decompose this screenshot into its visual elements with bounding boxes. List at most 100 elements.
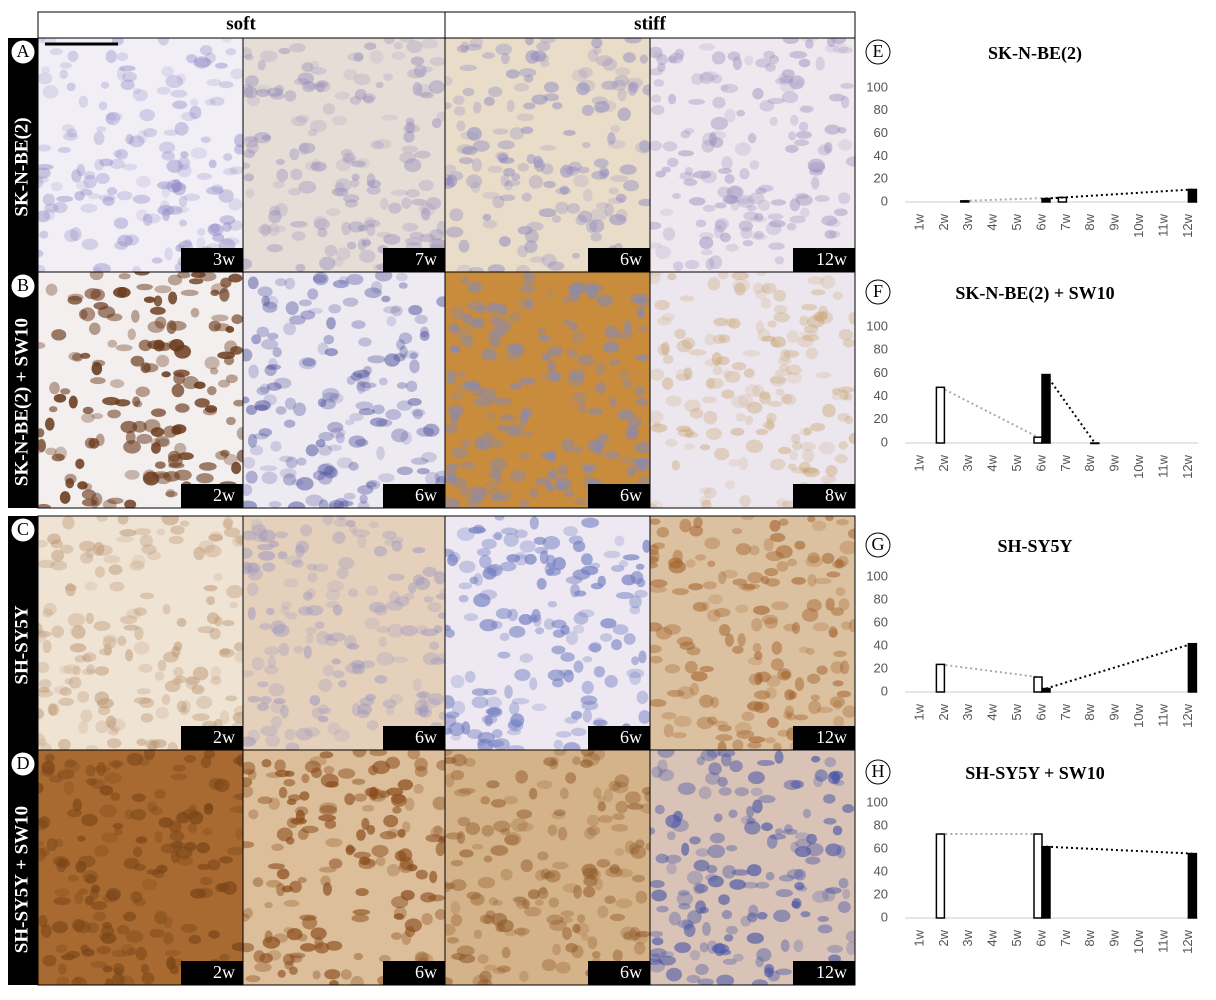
cell — [86, 922, 100, 934]
cell — [93, 131, 105, 146]
cell — [711, 74, 723, 84]
cell — [571, 710, 583, 720]
cell — [72, 353, 84, 362]
cell — [96, 126, 107, 133]
cell — [611, 639, 622, 651]
cell — [650, 655, 663, 664]
cell — [215, 883, 226, 893]
cell — [529, 677, 538, 691]
cell — [352, 750, 367, 758]
cell — [370, 281, 383, 294]
cell — [836, 555, 849, 567]
cell — [774, 369, 792, 377]
cell — [464, 670, 476, 683]
cell — [231, 942, 243, 952]
cell — [182, 376, 199, 390]
cell — [778, 73, 788, 83]
cell — [587, 284, 605, 292]
cell — [473, 397, 492, 407]
cell — [695, 219, 707, 228]
cell — [88, 193, 101, 200]
cell — [490, 845, 509, 856]
micrograph — [38, 38, 243, 272]
cell — [524, 431, 533, 439]
cell — [350, 178, 360, 188]
cell — [93, 267, 102, 272]
cell — [799, 105, 814, 114]
cell — [107, 339, 118, 348]
cell — [507, 424, 525, 437]
cell — [209, 627, 221, 640]
cell — [81, 238, 99, 250]
cell — [119, 615, 138, 625]
cell — [155, 472, 172, 485]
cell — [38, 818, 48, 831]
cell — [581, 553, 593, 566]
cell — [333, 497, 349, 508]
cell — [64, 229, 79, 243]
cell — [366, 223, 376, 237]
cell — [154, 830, 163, 843]
cell — [786, 712, 797, 721]
cell — [789, 197, 801, 212]
cell — [800, 38, 819, 42]
cell — [38, 816, 51, 829]
cell — [456, 831, 466, 845]
cell — [504, 424, 519, 437]
cell — [445, 177, 455, 190]
cell — [120, 529, 137, 537]
time-label: 6w — [415, 727, 437, 747]
cell — [369, 750, 388, 757]
cell — [354, 373, 370, 385]
cell — [385, 409, 402, 420]
cell — [572, 569, 591, 580]
cell — [707, 277, 721, 291]
cell — [748, 736, 766, 744]
cell — [38, 210, 51, 223]
cell — [700, 170, 717, 184]
cell — [807, 276, 825, 285]
cell — [76, 163, 86, 177]
cell — [838, 329, 854, 341]
x-tick-label: 12w — [1180, 213, 1195, 237]
x-tick-label: 5w — [1009, 213, 1024, 230]
cell — [601, 80, 618, 90]
cell — [264, 901, 273, 909]
cell — [797, 335, 814, 348]
cell — [336, 457, 354, 469]
cell — [509, 469, 527, 482]
cell — [552, 861, 569, 870]
cell — [749, 160, 760, 170]
cell — [805, 347, 818, 360]
cell — [602, 341, 620, 353]
cell — [182, 808, 200, 820]
cell — [230, 345, 243, 355]
cell — [737, 393, 754, 408]
time-label: 6w — [620, 485, 642, 505]
cell — [635, 397, 648, 407]
cell — [243, 46, 253, 59]
cell — [136, 433, 153, 445]
cell — [708, 132, 718, 146]
cell — [173, 840, 184, 851]
cell — [522, 273, 536, 285]
cell — [752, 642, 762, 653]
cell — [744, 55, 754, 66]
cell — [143, 127, 158, 138]
cell — [263, 295, 279, 309]
cell — [38, 175, 49, 184]
cell — [353, 52, 364, 62]
cell — [458, 560, 476, 573]
micrograph-bg — [650, 272, 855, 508]
cell — [570, 331, 587, 344]
cell — [223, 153, 233, 161]
cell — [429, 870, 438, 884]
cell — [243, 670, 255, 677]
cell — [650, 579, 668, 588]
cell — [111, 949, 128, 958]
cell — [655, 853, 669, 864]
cell — [222, 620, 235, 627]
cell — [123, 624, 139, 631]
cell — [477, 738, 494, 750]
cell — [737, 195, 755, 208]
